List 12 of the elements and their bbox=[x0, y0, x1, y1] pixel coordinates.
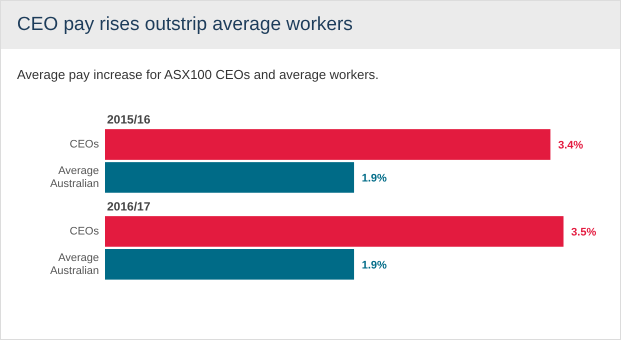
chart-title: CEO pay rises outstrip average workers bbox=[17, 14, 353, 36]
data-label: 3.4% bbox=[558, 140, 584, 152]
y-tick-label: Average Australian bbox=[50, 164, 99, 190]
y-tick-label: Average Australian bbox=[50, 252, 99, 277]
y-tick-label: CEOs bbox=[70, 138, 100, 151]
data-label: 1.9% bbox=[362, 259, 388, 272]
annotation: 2015/16 bbox=[107, 112, 151, 126]
chart-subtitle: Average pay increase for ASX100 CEOs and average workers. bbox=[17, 67, 379, 82]
data-label: 3.5% bbox=[571, 226, 596, 238]
data-label: 1.9% bbox=[362, 172, 388, 184]
annotation: 2016/17 bbox=[107, 199, 151, 214]
y-tick-label: CEOs bbox=[70, 225, 100, 238]
